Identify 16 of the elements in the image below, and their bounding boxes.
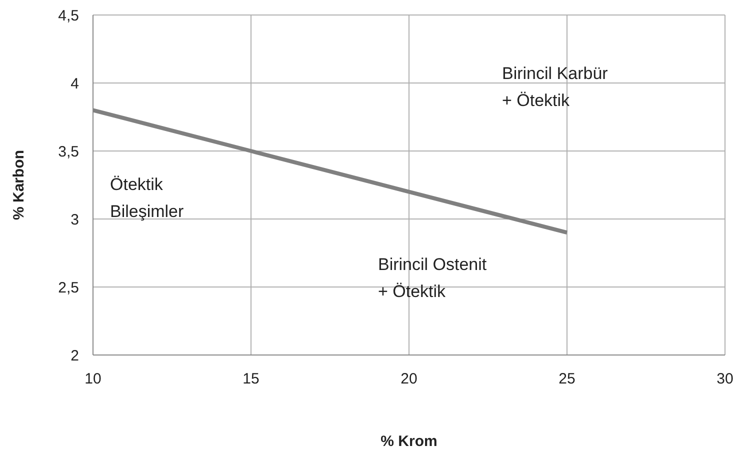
x-tick-label: 20	[400, 370, 418, 388]
y-tick-label: 4,5	[58, 7, 79, 24]
y-tick-label: 3	[70, 211, 79, 228]
y-tick-label: 4	[70, 75, 79, 92]
y-tick-label: 2,5	[58, 279, 79, 296]
y-tick-label: 3,5	[58, 143, 79, 160]
x-tick-label: 10	[84, 370, 102, 388]
x-axis-title: % Krom	[380, 433, 438, 450]
y-axis-title: % Karbon	[10, 150, 28, 220]
annotation: Birincil Karbür + Ötektik	[502, 63, 608, 112]
x-tick-label: 25	[558, 370, 576, 388]
x-tick-label: 15	[242, 370, 260, 388]
x-tick-label: 30	[716, 370, 733, 388]
annotation: Ötektik Bileşimler	[110, 174, 184, 223]
annotation: Birincil Ostenit + Ötektik	[378, 254, 487, 303]
y-tick-label: 2	[70, 347, 79, 364]
